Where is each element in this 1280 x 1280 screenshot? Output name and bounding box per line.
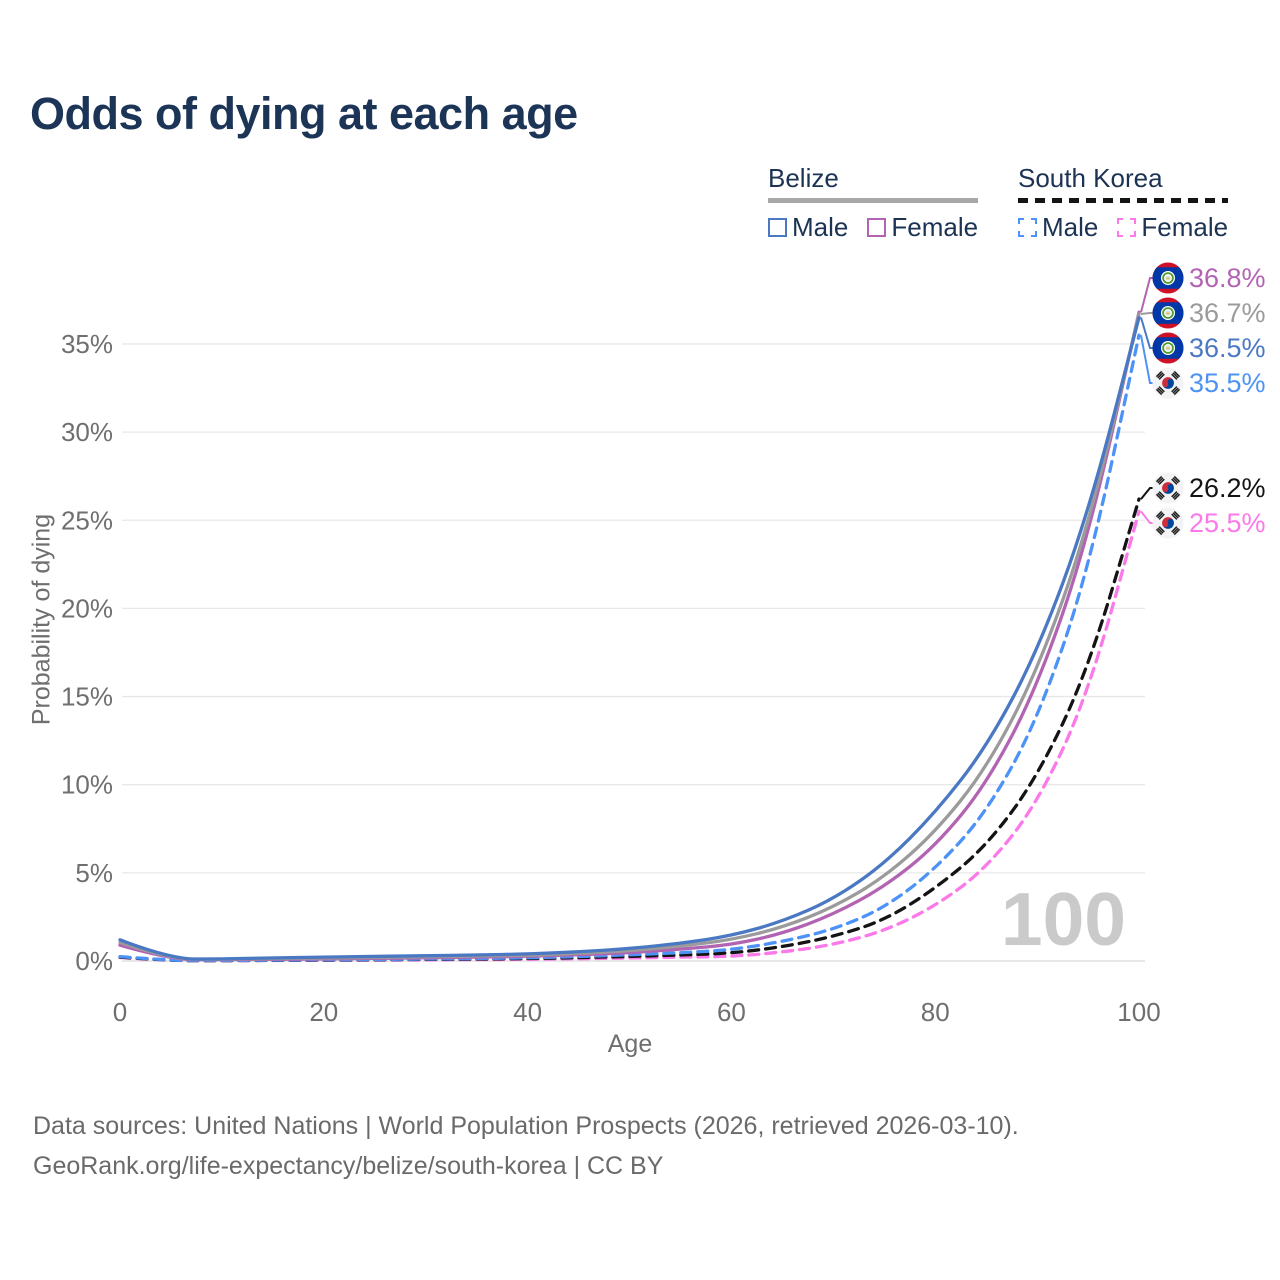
x-axis-title: Age — [607, 1030, 653, 1058]
x-tick-0: 0 — [113, 997, 127, 1027]
y-tick-15%: 15% — [61, 682, 113, 712]
value-label-belize-male: 36.5% — [1189, 333, 1266, 363]
line-chart[interactable]: 0% 5% 10% 15% 20% 25% 30% 35% 0 20 40 60 80 100 25.5% — [0, 0, 1280, 1100]
legend-item-belize-female[interactable]: Female — [867, 212, 978, 243]
south-korea-male-label: Male — [1042, 212, 1099, 242]
legend-group-belize: Belize Male Female — [768, 163, 979, 243]
value-label-southkorea-male: 35.5% — [1189, 368, 1266, 398]
line-southkorea-all[interactable] — [118, 497, 1141, 963]
south-korea-flag-icon — [1152, 472, 1184, 504]
south-korea-line-style-sample — [1018, 198, 1229, 203]
south-korea-male-swatch — [1018, 218, 1037, 237]
data-sources-line: Data sources: United Nations | World Pop… — [33, 1112, 1019, 1140]
line-belize-all[interactable] — [118, 312, 1141, 962]
hovered-age-indicator: 100 — [1000, 877, 1126, 961]
y-tick-5%: 5% — [75, 858, 113, 888]
value-label-belize-female: 36.8% — [1189, 263, 1266, 293]
line-belize-female[interactable] — [118, 310, 1141, 962]
south-korea-flag-icon — [1152, 507, 1184, 539]
value-label-belize-all: 36.7% — [1189, 298, 1266, 328]
belize-flag-icon — [1152, 332, 1184, 364]
chart-title: Odds of dying at each age — [30, 88, 578, 139]
legend-item-belize-male[interactable]: Male — [768, 212, 848, 243]
x-tick-100: 100 — [1117, 997, 1160, 1027]
belize-flag-icon — [1152, 297, 1184, 329]
legend-belize-header: Belize — [768, 163, 979, 203]
y-tick-10%: 10% — [61, 770, 113, 800]
x-tick-40: 40 — [513, 997, 542, 1027]
belize-male-label: Male — [792, 212, 849, 242]
belize-female-label: Female — [891, 212, 979, 242]
value-label-southkorea-all: 26.2% — [1189, 473, 1266, 503]
legend-south-korea-country-label: South Korea — [1018, 163, 1163, 193]
belize-line-style-sample — [768, 198, 979, 203]
legend-south-korea-header: South Korea — [1018, 163, 1229, 203]
y-tick-35%: 35% — [61, 329, 113, 359]
x-tick-80: 80 — [921, 997, 950, 1027]
belize-female-swatch — [867, 218, 887, 237]
legend-item-south-korea-female[interactable]: Female — [1117, 212, 1228, 243]
south-korea-flag-icon — [1152, 367, 1184, 399]
legend-belize-country-label: Belize — [768, 163, 839, 193]
y-tick-0%: 0% — [75, 946, 113, 976]
attribution-line: GeoRank.org/life-expectancy/belize/south… — [33, 1152, 664, 1180]
line-southkorea-female[interactable] — [118, 509, 1141, 963]
y-axis-title: Probability of dying — [27, 513, 56, 726]
value-label-southkorea-female: 25.5% — [1189, 508, 1266, 538]
south-korea-female-label: Female — [1141, 212, 1229, 242]
belize-flag-icon — [1152, 262, 1184, 294]
y-tick-30%: 30% — [61, 417, 113, 447]
x-tick-20: 20 — [309, 997, 338, 1027]
y-tick-20%: 20% — [61, 593, 113, 623]
y-tick-25%: 25% — [61, 505, 113, 535]
footer: Data sources: United Nations | World Pop… — [33, 1106, 1019, 1186]
legend-item-south-korea-male[interactable]: Male — [1018, 212, 1098, 243]
x-tick-60: 60 — [717, 997, 746, 1027]
line-belize-male[interactable] — [118, 315, 1141, 961]
south-korea-female-swatch — [1117, 218, 1137, 237]
belize-male-swatch — [768, 218, 787, 237]
legend-group-south-korea: South Korea Male Female — [1018, 163, 1229, 243]
